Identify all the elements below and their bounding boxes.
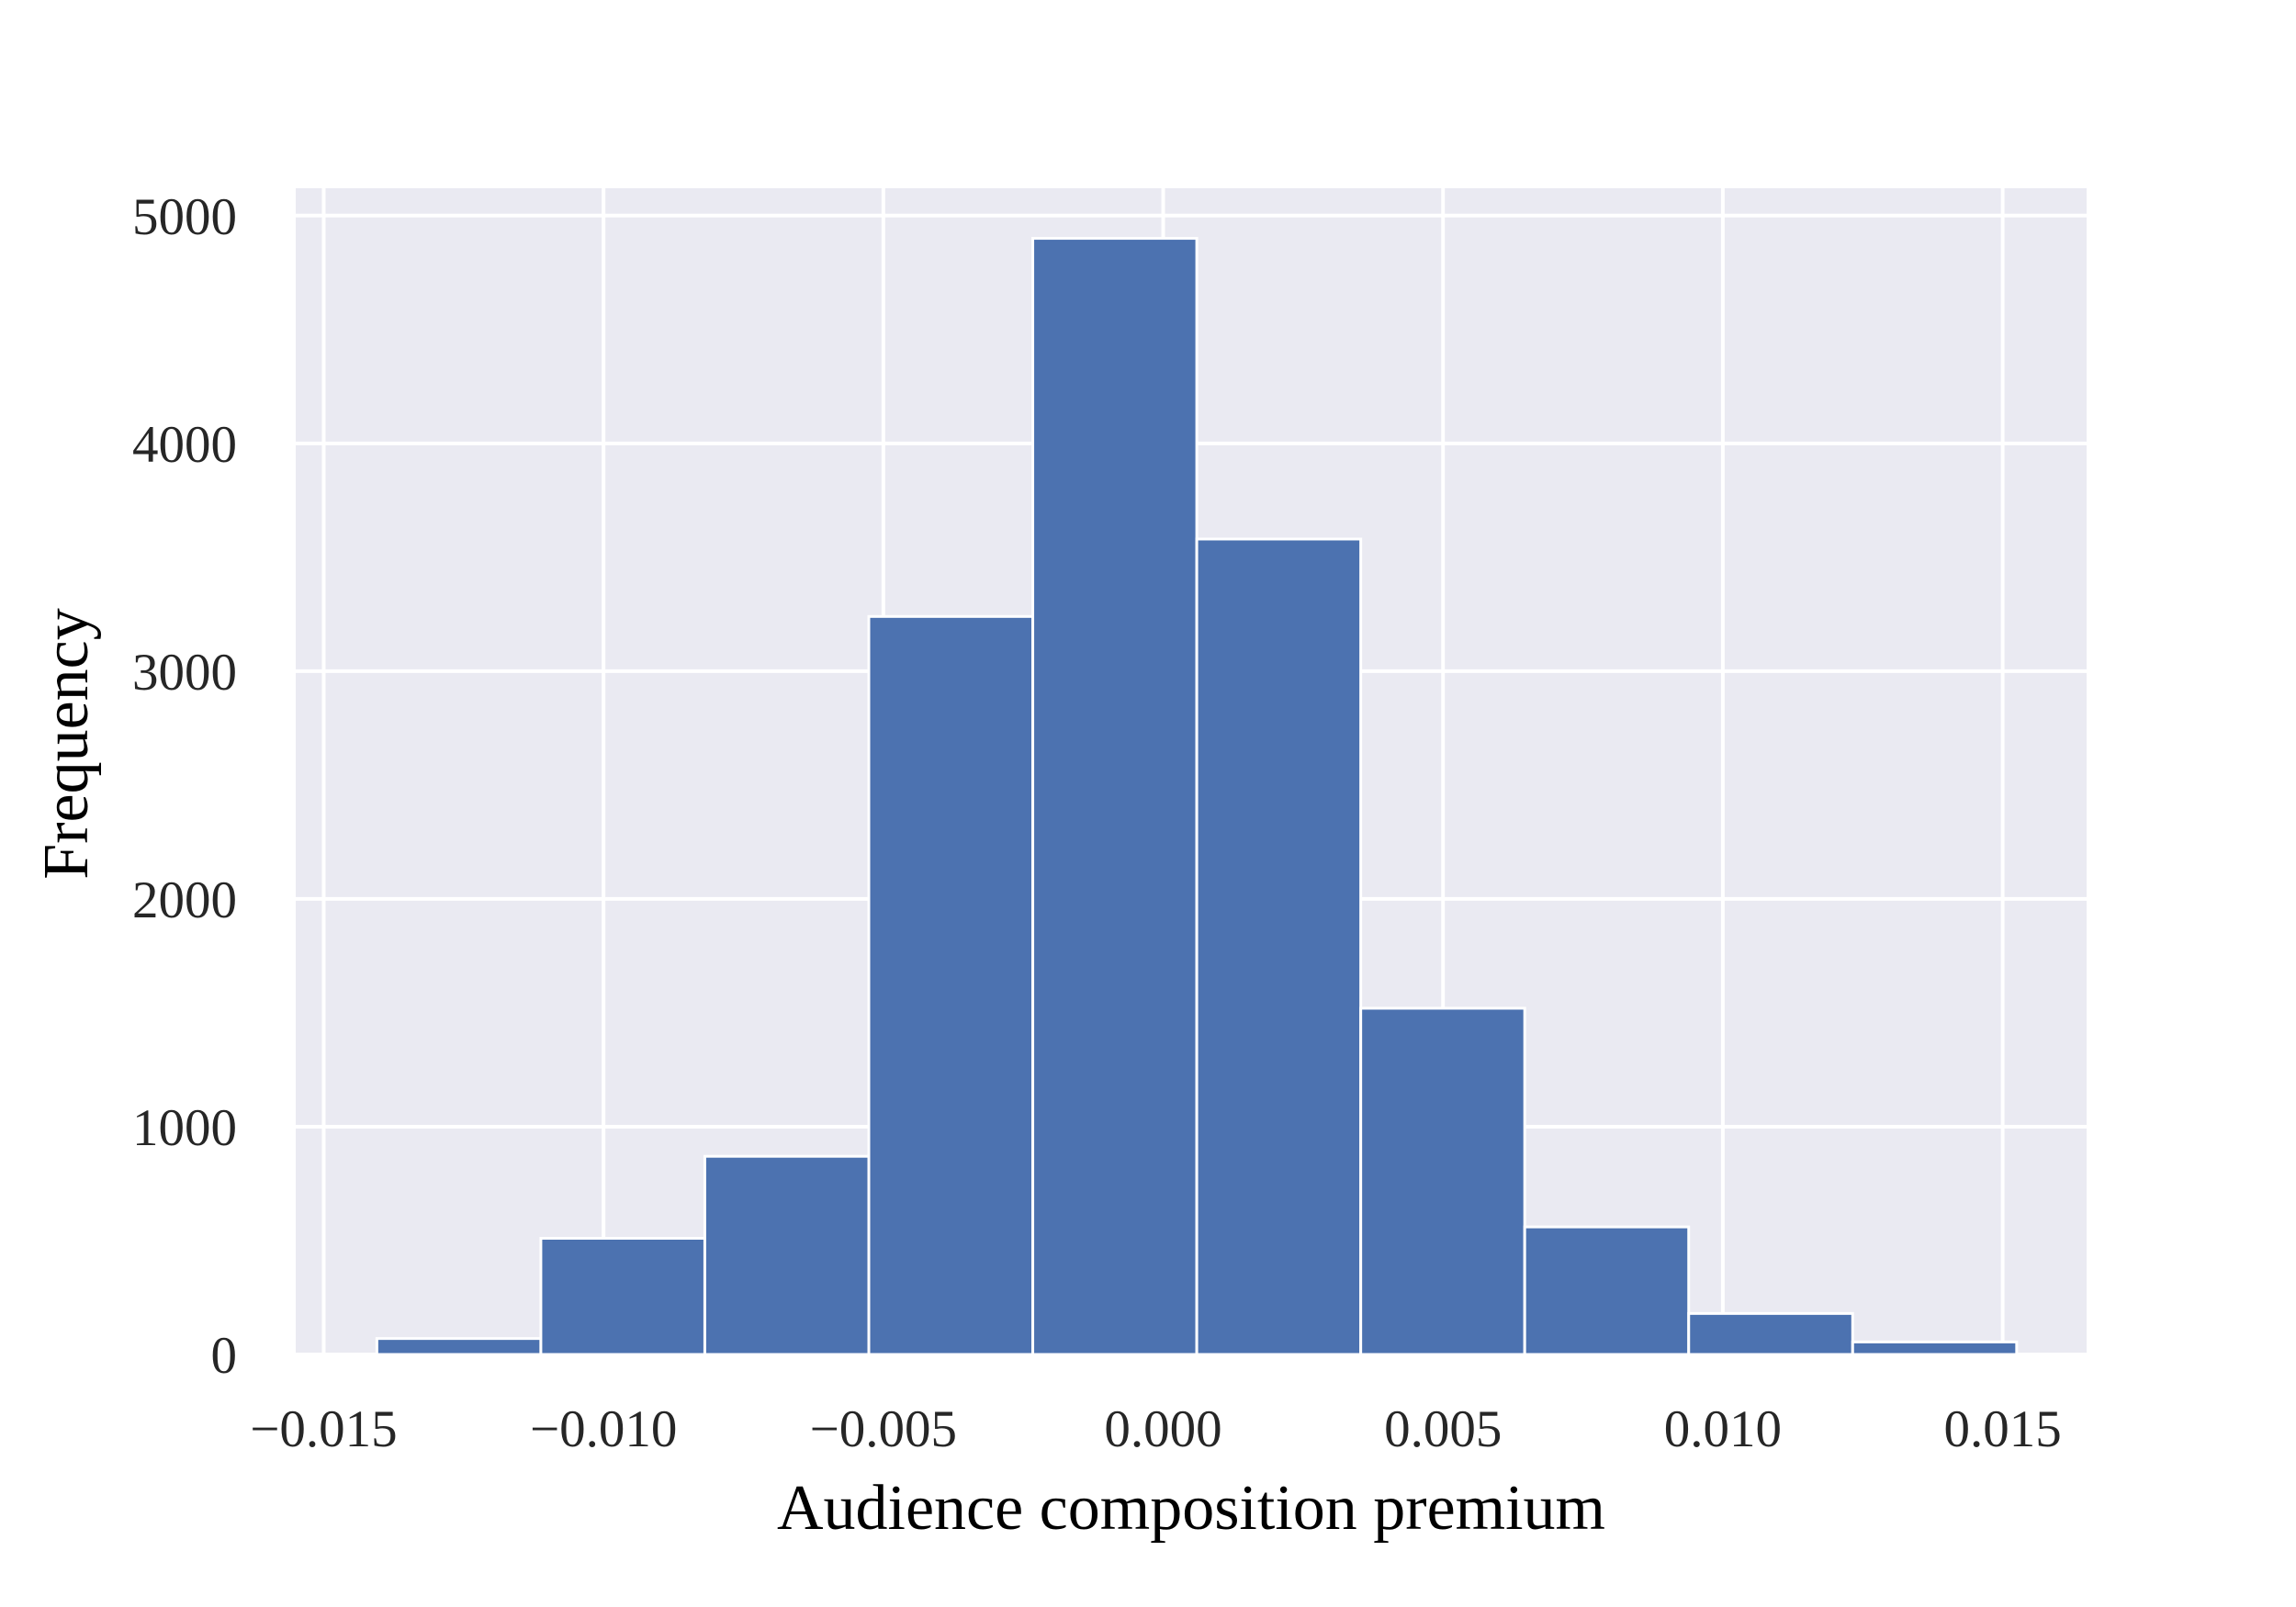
y-tick-label: 4000 (132, 416, 237, 474)
histogram-bars (375, 237, 2019, 1356)
x-tick-label: 0.015 (1943, 1400, 2061, 1458)
x-tick-label: 0.000 (1104, 1400, 1221, 1458)
y-tick-label: 0 (211, 1327, 238, 1385)
x-tick-label: −0.005 (810, 1400, 957, 1458)
x-tick-label: 0.005 (1384, 1400, 1502, 1458)
histogram-bar (867, 614, 1035, 1356)
histogram-bar (703, 1154, 871, 1356)
x-tick-label: 0.010 (1664, 1400, 1782, 1458)
y-axis-label: Frequency (31, 608, 102, 879)
histogram-bar (375, 1337, 543, 1356)
x-tick-labels: −0.015 −0.010 −0.005 0.000 0.005 0.010 0.015 (250, 1400, 2061, 1458)
x-tick-label: −0.010 (530, 1400, 677, 1458)
histogram-bar (1851, 1340, 2019, 1356)
x-tick-label: −0.015 (250, 1400, 397, 1458)
histogram-bar (1031, 237, 1199, 1356)
x-axis-label: Audience composition premium (777, 1473, 1605, 1544)
y-tick-label: 2000 (132, 871, 237, 929)
y-tick-label: 3000 (132, 644, 237, 702)
histogram-bar (1359, 1006, 1526, 1356)
y-tick-label: 5000 (132, 188, 237, 246)
y-tick-label: 1000 (132, 1099, 237, 1157)
histogram-bar (1195, 537, 1363, 1356)
histogram-bar (1523, 1225, 1691, 1356)
histogram-bar (539, 1236, 706, 1356)
histogram-bar (1687, 1311, 1854, 1356)
y-tick-labels: 0 1000 2000 3000 4000 5000 (132, 188, 237, 1385)
